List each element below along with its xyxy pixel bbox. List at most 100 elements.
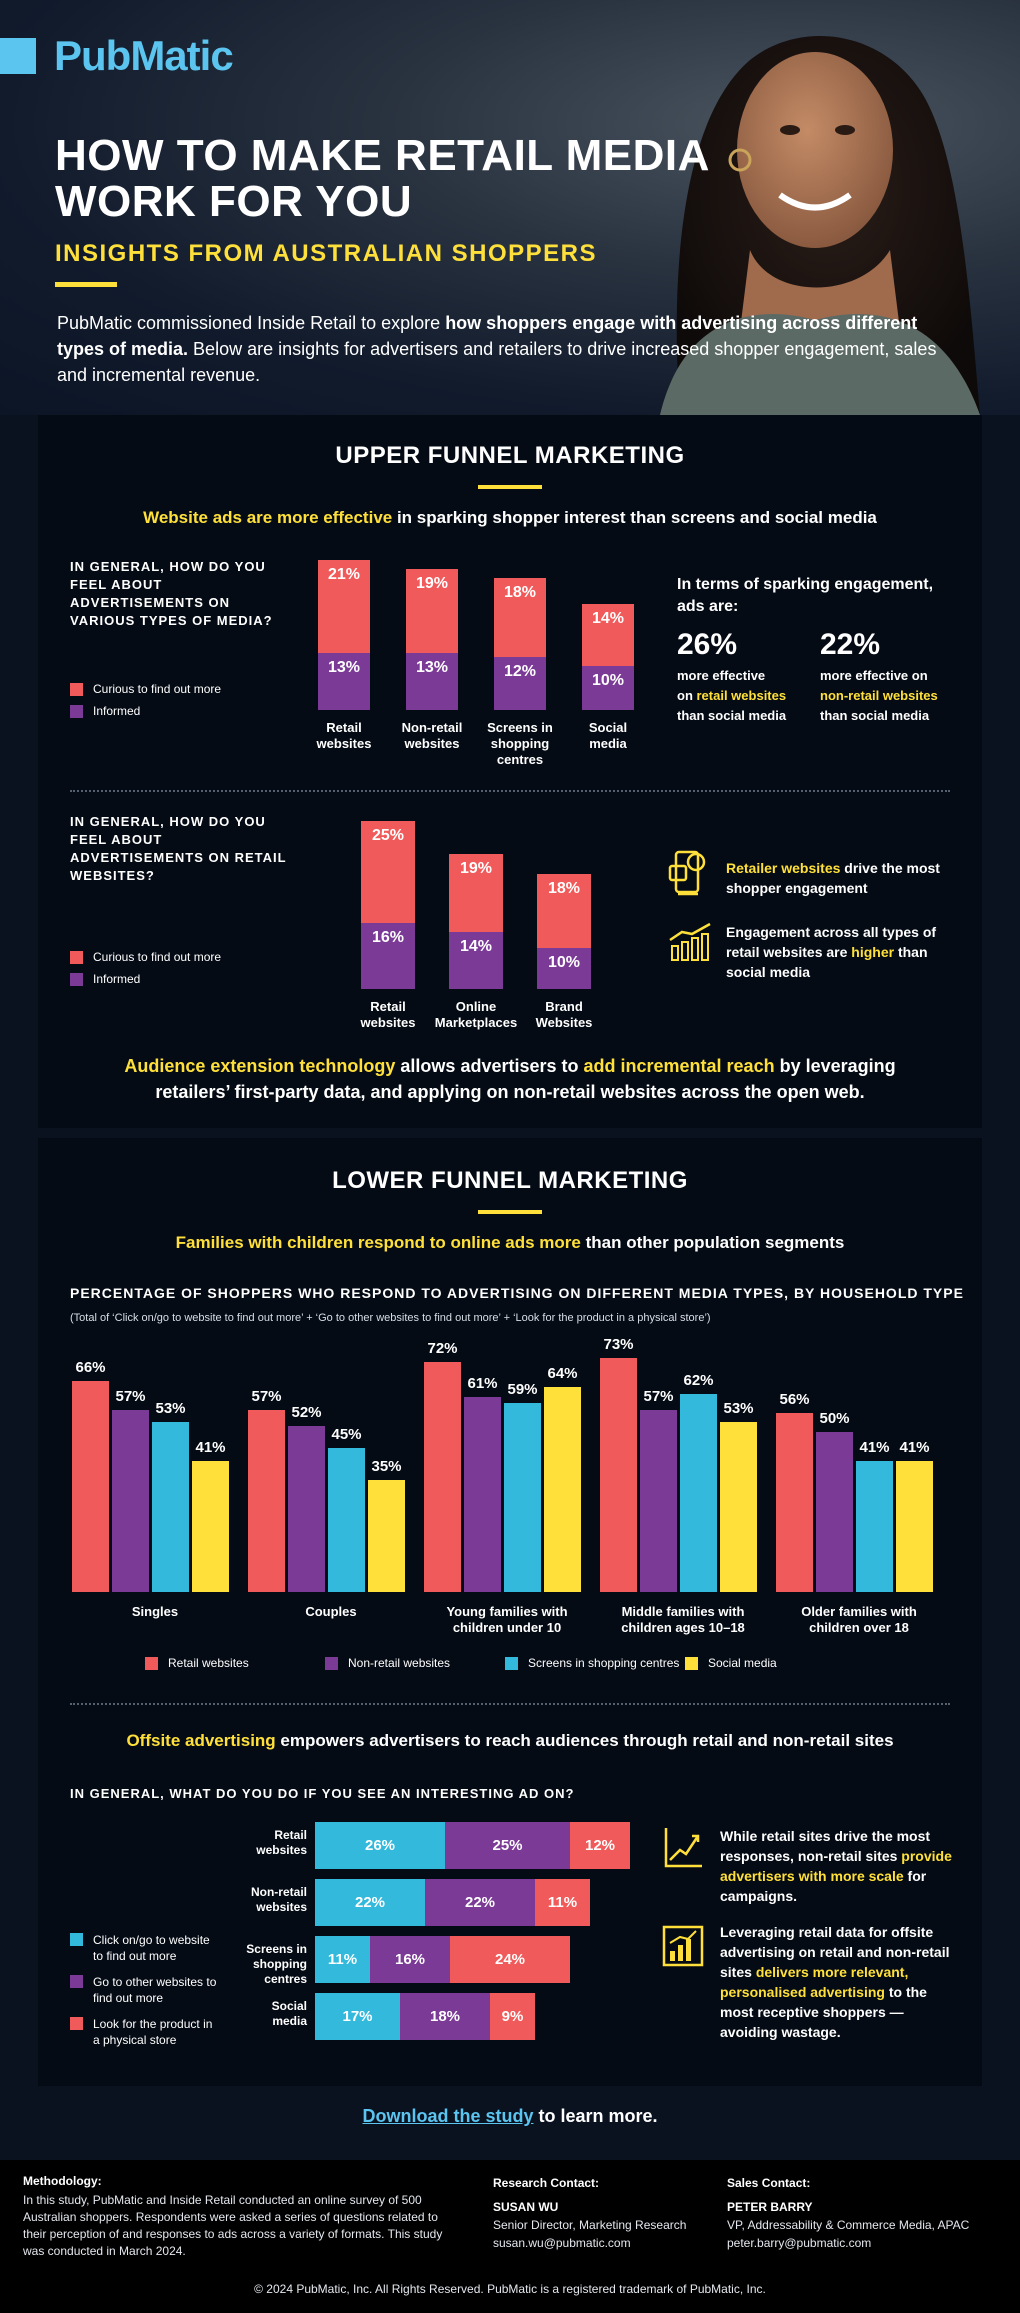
hero-banner: PubMatic HOW TO MAKE RETAIL MEDIA WORK F… bbox=[0, 0, 1020, 415]
insight2-hl: delivers more relevant, personalised adv… bbox=[720, 1964, 909, 2000]
footer-p1: allows advertisers to bbox=[395, 1056, 584, 1076]
upper-heading: UPPER FUNNEL MARKETING bbox=[335, 442, 685, 469]
household-data-label: 62% bbox=[683, 1371, 714, 1389]
sales-contact: Sales Contact: PETER BARRY VP, Addressab… bbox=[727, 2174, 1007, 2252]
question-media-types: IN GENERAL, HOW DO YOU FEEL ABOUT ADVERT… bbox=[70, 559, 273, 628]
household-legend: Retail websites Non-retail websites Screen… bbox=[70, 1656, 950, 1676]
offsite-highlight: Offsite advertising bbox=[126, 1731, 276, 1750]
bar-curious bbox=[361, 820, 415, 924]
data-label-curious: 14% bbox=[591, 610, 625, 628]
stat-nonretail-desc: more effective on non-retail websites th… bbox=[820, 666, 970, 726]
household-bar bbox=[288, 1425, 325, 1592]
household-legend-swatch bbox=[505, 1657, 518, 1671]
household-category-label: Couples bbox=[305, 1604, 357, 1619]
data-label-informed: 10% bbox=[547, 954, 581, 971]
chart-household-types: 66% 57% 53% 41% Singles 57% 52% 45% 35% Couples 72… bbox=[70, 1336, 950, 1645]
upper-lead-rest: in sparking shopper interest than screen… bbox=[392, 508, 877, 527]
legend-informed-label-2: Informed bbox=[93, 972, 141, 986]
download-study-link[interactable]: Download the study bbox=[362, 2106, 534, 2126]
household-bar bbox=[600, 1358, 637, 1592]
household-legend-label: Screens in shopping centres bbox=[528, 1656, 680, 1670]
bar-curious bbox=[406, 569, 458, 653]
household-bar bbox=[368, 1480, 405, 1592]
category-label: Non-retail websites bbox=[401, 720, 463, 751]
insight1-b: for campaigns. bbox=[720, 1868, 927, 1904]
lower-lead-rest: than other population segments bbox=[580, 1233, 845, 1252]
bar-informed bbox=[318, 652, 370, 710]
legend-swatch-informed-2 bbox=[70, 973, 83, 987]
data-label-informed: 10% bbox=[591, 672, 625, 689]
legend-curious-label-2: Curious to find out more bbox=[93, 950, 222, 964]
household-data-label: 59% bbox=[507, 1381, 538, 1399]
stat-retail-l2: on retail websites bbox=[677, 686, 817, 706]
divider-lower bbox=[70, 1703, 950, 1705]
point1-rest: drive the most shopper engagement bbox=[726, 860, 940, 896]
offsite-legend: Click on/go to website to find out more … bbox=[70, 1932, 230, 2048]
ad-action-segment: 24% bbox=[450, 1936, 570, 1983]
divider-upper bbox=[70, 790, 950, 792]
bar-informed bbox=[361, 923, 415, 989]
household-data-label: 35% bbox=[371, 1458, 402, 1475]
hero-subtitle: INSIGHTS FROM AUSTRALIAN SHOPPERS bbox=[55, 240, 597, 267]
ad-action-category-label: Social media bbox=[271, 1999, 307, 2028]
bar-curious bbox=[449, 853, 503, 932]
cta-rest: to learn more. bbox=[533, 2106, 658, 2126]
household-data-label: 57% bbox=[115, 1387, 146, 1405]
household-data-label: 64% bbox=[547, 1365, 578, 1383]
footer-p2: by leveraging retailers’ first-party dat… bbox=[155, 1056, 896, 1102]
household-bar bbox=[720, 1422, 757, 1592]
hero-title-line2: WORK FOR YOU bbox=[55, 177, 413, 226]
insight2-b: to the most receptive shoppers — avoidin… bbox=[720, 1984, 927, 2040]
stat-retail-value: 26% bbox=[677, 628, 738, 661]
lower-funnel-panel bbox=[38, 1138, 982, 2086]
stat-retail-l3: than social media bbox=[677, 708, 787, 723]
trend-chart-icon bbox=[664, 1828, 702, 1868]
research-email[interactable]: susan.wu@pubmatic.com bbox=[493, 2236, 631, 2250]
stat-nonretail-l1: more effective on bbox=[820, 668, 928, 683]
upper-heading-underline bbox=[478, 485, 542, 489]
bar-curious bbox=[318, 560, 370, 653]
lower-lead-highlight: Families with children respond to online… bbox=[175, 1233, 581, 1252]
sales-email[interactable]: peter.barry@pubmatic.com bbox=[727, 2236, 872, 2250]
legend-swatch-click bbox=[70, 1933, 83, 1946]
household-data-label: 53% bbox=[155, 1400, 186, 1418]
cta: Download the study to learn more. bbox=[0, 2106, 1020, 2127]
ad-action-segment: 22% bbox=[315, 1879, 425, 1926]
household-legend-swatch bbox=[685, 1657, 698, 1671]
ad-action-segment: 26% bbox=[315, 1822, 445, 1869]
sales-role: VP, Addressability & Commerce Media, APA… bbox=[727, 2218, 970, 2232]
ad-action-segment: 9% bbox=[490, 1993, 535, 2040]
legend-informed-label: Informed bbox=[93, 704, 141, 718]
household-legend-label: Retail websites bbox=[168, 1656, 249, 1670]
research-contact: Research Contact: SUSAN WU Senior Direct… bbox=[493, 2174, 713, 2252]
household-data-label: 57% bbox=[643, 1387, 674, 1405]
hero-underline bbox=[55, 282, 117, 287]
stat-retail-l1: more effective bbox=[677, 668, 766, 683]
stat-nonretail: 22% more effective on non-retail website… bbox=[820, 628, 970, 726]
sales-name: PETER BARRY bbox=[727, 2200, 813, 2214]
upper-funnel-panel bbox=[38, 415, 982, 1128]
legend-1: Curious to find out more Informed bbox=[70, 678, 221, 722]
legend-store: Look for the product in a physical store bbox=[70, 2016, 230, 2048]
legend-swatch-curious-2 bbox=[70, 951, 83, 965]
shopping-phone-icon bbox=[668, 850, 706, 896]
data-label-curious: 18% bbox=[503, 584, 537, 601]
legend-2: Curious to find out more Informed bbox=[70, 946, 221, 990]
household-chart-note: (Total of ‘Click on/go to website to fin… bbox=[70, 1312, 711, 1324]
lower-lead: Families with children respond to online… bbox=[38, 1233, 982, 1253]
household-bar bbox=[640, 1409, 677, 1592]
ad-action-segment: 18% bbox=[400, 1993, 490, 2040]
legend-other: Go to other websites to find out more bbox=[70, 1974, 230, 2006]
ad-action-segment: 11% bbox=[535, 1879, 590, 1926]
bar-chart-icon bbox=[662, 1925, 704, 1967]
legend-other-label: Go to other websites to find out more bbox=[93, 1975, 217, 2005]
household-bar bbox=[504, 1403, 541, 1592]
household-data-label: 52% bbox=[291, 1403, 322, 1421]
household-legend-item: Retail websites bbox=[145, 1656, 249, 1671]
lower-heading: LOWER FUNNEL MARKETING bbox=[332, 1167, 688, 1194]
household-data-label: 57% bbox=[251, 1387, 282, 1405]
methodology-text: In this study, PubMatic and Inside Retai… bbox=[23, 2193, 443, 2258]
upper-lead: Website ads are more effective in sparki… bbox=[38, 508, 982, 528]
footer-hl1: Audience extension technology bbox=[124, 1056, 396, 1076]
household-bar bbox=[856, 1460, 893, 1592]
